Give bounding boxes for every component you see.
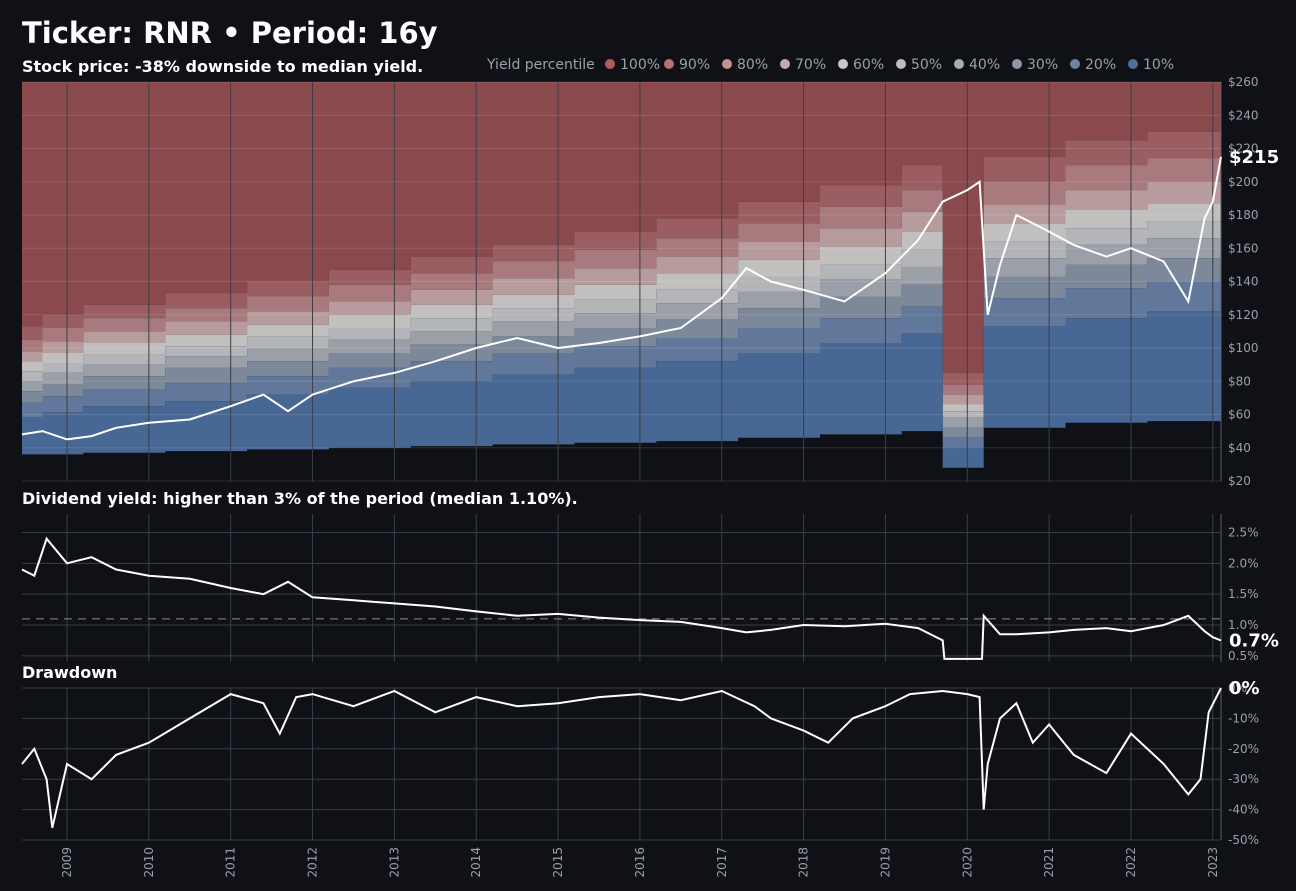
legend-label: 60% <box>853 57 884 73</box>
price-ytick-label: $40 <box>1228 441 1251 455</box>
drawdown-ytick-label: 0% <box>1228 681 1247 695</box>
yield-ytick-label: 0.5% <box>1228 649 1259 663</box>
percentile-band <box>22 258 1221 438</box>
legend-swatch <box>664 59 674 69</box>
legend-swatch <box>954 59 964 69</box>
x-tick-label: 2017 <box>715 847 729 878</box>
price-panel: $20 $40 $60 $80 $100 $120 $140 $160 $180 $200 $220… <box>21 75 1279 488</box>
legend-swatch <box>1012 59 1022 69</box>
legend-title: Yield percentile <box>486 57 595 73</box>
x-tick-label: 2010 <box>142 847 156 878</box>
price-ytick-label: $100 <box>1228 341 1259 355</box>
price-ytick-label: $160 <box>1228 241 1259 255</box>
percentile-band <box>22 311 1221 468</box>
legend-label: 40% <box>969 57 1000 73</box>
price-ytick-label: $20 <box>1228 474 1251 488</box>
yield-end-label: 0.7% <box>1229 630 1279 651</box>
price-ytick-label: $200 <box>1228 175 1259 189</box>
yield-panel: 0.5% 1.0% 1.5% 2.0% 2.5% 0.7% <box>21 514 1279 663</box>
legend-label: 50% <box>911 57 942 73</box>
x-tick-label: 2011 <box>224 847 238 878</box>
drawdown-ytick-label: -30% <box>1228 772 1259 786</box>
legend-swatch <box>780 59 790 69</box>
legend: Yield percentile 100% 90% 80% 70% 60% 50% 40% 30… <box>486 57 1174 73</box>
percentile-band <box>22 281 1221 448</box>
drawdown-subtitle: Drawdown <box>22 663 118 682</box>
x-tick-label: 2022 <box>1124 847 1138 878</box>
x-tick-label: 2014 <box>469 847 483 878</box>
drawdown-ytick-label: -20% <box>1228 742 1259 756</box>
x-tick-label: 2012 <box>306 847 320 878</box>
x-tick-label: 2015 <box>551 847 565 878</box>
page-title: Ticker: RNR • Period: 16y <box>22 16 438 50</box>
drawdown-ytick-label: -10% <box>1228 711 1259 725</box>
x-tick-label: 2021 <box>1042 847 1056 878</box>
yield-ytick-label: 1.5% <box>1228 587 1259 601</box>
legend-label: 80% <box>737 57 768 73</box>
percentile-band <box>22 221 1221 418</box>
x-tick-label: 2013 <box>387 847 401 878</box>
x-tick-label: 2023 <box>1206 847 1220 878</box>
legend-swatch <box>722 59 732 69</box>
percentile-band <box>22 203 1221 412</box>
price-ytick-label: $240 <box>1228 108 1259 122</box>
legend-swatch <box>1128 59 1138 69</box>
price-ytick-label: $120 <box>1228 308 1259 322</box>
x-tick-label: 2016 <box>633 847 647 878</box>
x-tick-label: 2019 <box>878 847 892 878</box>
x-tick-label: 2020 <box>960 847 974 878</box>
legend-swatch <box>1070 59 1080 69</box>
drawdown-ytick-label: -40% <box>1228 803 1259 817</box>
legend-label: 70% <box>795 57 826 73</box>
percentile-band <box>22 238 1221 428</box>
legend-swatch <box>896 59 906 69</box>
yield-ytick-label: 2.5% <box>1228 526 1259 540</box>
x-tick-label: 2009 <box>60 847 74 878</box>
percentile-band <box>22 181 1221 405</box>
price-ytick-label: $80 <box>1228 374 1251 388</box>
price-ytick-label: $260 <box>1228 75 1259 89</box>
x-axis: 2009 2010 2011 2012 2013 2014 2015 2016 2017 2018… <box>60 847 1220 878</box>
drawdown-line <box>21 687 1222 829</box>
yield-ytick-label: 1.0% <box>1228 618 1259 632</box>
x-tick-label: 2018 <box>797 847 811 878</box>
legend-label: 100% <box>620 57 660 73</box>
legend-label: 30% <box>1027 57 1058 73</box>
yield-line <box>21 536 1222 660</box>
percentile-band <box>22 158 1221 395</box>
price-line <box>21 156 1222 441</box>
legend-label: 10% <box>1143 57 1174 73</box>
price-end-label: $215 <box>1229 147 1279 168</box>
price-ytick-label: $180 <box>1228 208 1259 222</box>
drawdown-panel: -50%-40%-30%-20%-10%0%0% <box>21 678 1260 847</box>
yield-ytick-label: 2.0% <box>1228 556 1259 570</box>
price-ytick-label: $60 <box>1228 408 1251 422</box>
price-ytick-label: $140 <box>1228 275 1259 289</box>
legend-label: 20% <box>1085 57 1116 73</box>
price-subtitle: Stock price: -38% downside to median yie… <box>22 57 424 76</box>
price-ytick-label: $220 <box>1228 142 1259 156</box>
drawdown-end-label: 0% <box>1229 678 1260 699</box>
legend-swatch <box>838 59 848 69</box>
yield-subtitle: Dividend yield: higher than 3% of the pe… <box>22 489 578 508</box>
legend-swatch <box>605 59 615 69</box>
percentile-band <box>22 131 1221 385</box>
legend-label: 90% <box>679 57 710 73</box>
percentile-band <box>22 82 1221 373</box>
drawdown-ytick-label: -50% <box>1228 833 1259 847</box>
